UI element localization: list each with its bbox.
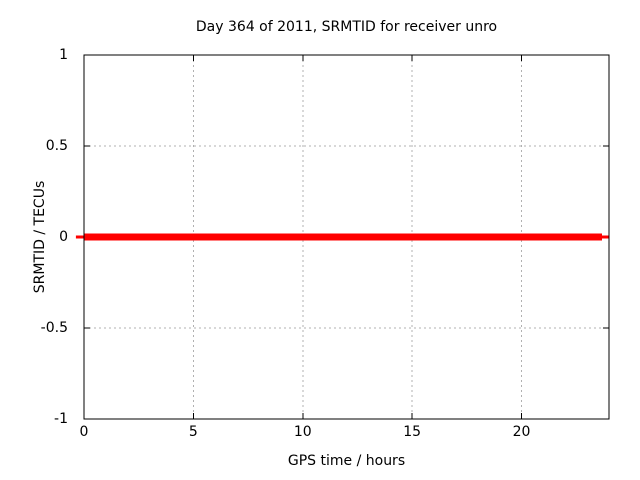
y-tick-label: 0 [59, 229, 68, 245]
x-tick-label: 15 [403, 424, 422, 440]
plot-border [83, 54, 610, 420]
x-tick-label: 5 [188, 424, 198, 440]
y-tick-label: 1 [59, 47, 68, 63]
y-tick-label: -0.5 [40, 320, 68, 336]
x-tick-label: 0 [79, 424, 89, 440]
y-tick-label: 0.5 [45, 138, 68, 154]
x-tick-label: 20 [512, 424, 531, 440]
y-tick-label: -1 [54, 411, 68, 427]
x-tick-label: 10 [293, 424, 312, 440]
x-axis-label: GPS time / hours [287, 453, 406, 469]
chart-title: Day 364 of 2011, SRMTID for receiver unr… [195, 19, 498, 35]
